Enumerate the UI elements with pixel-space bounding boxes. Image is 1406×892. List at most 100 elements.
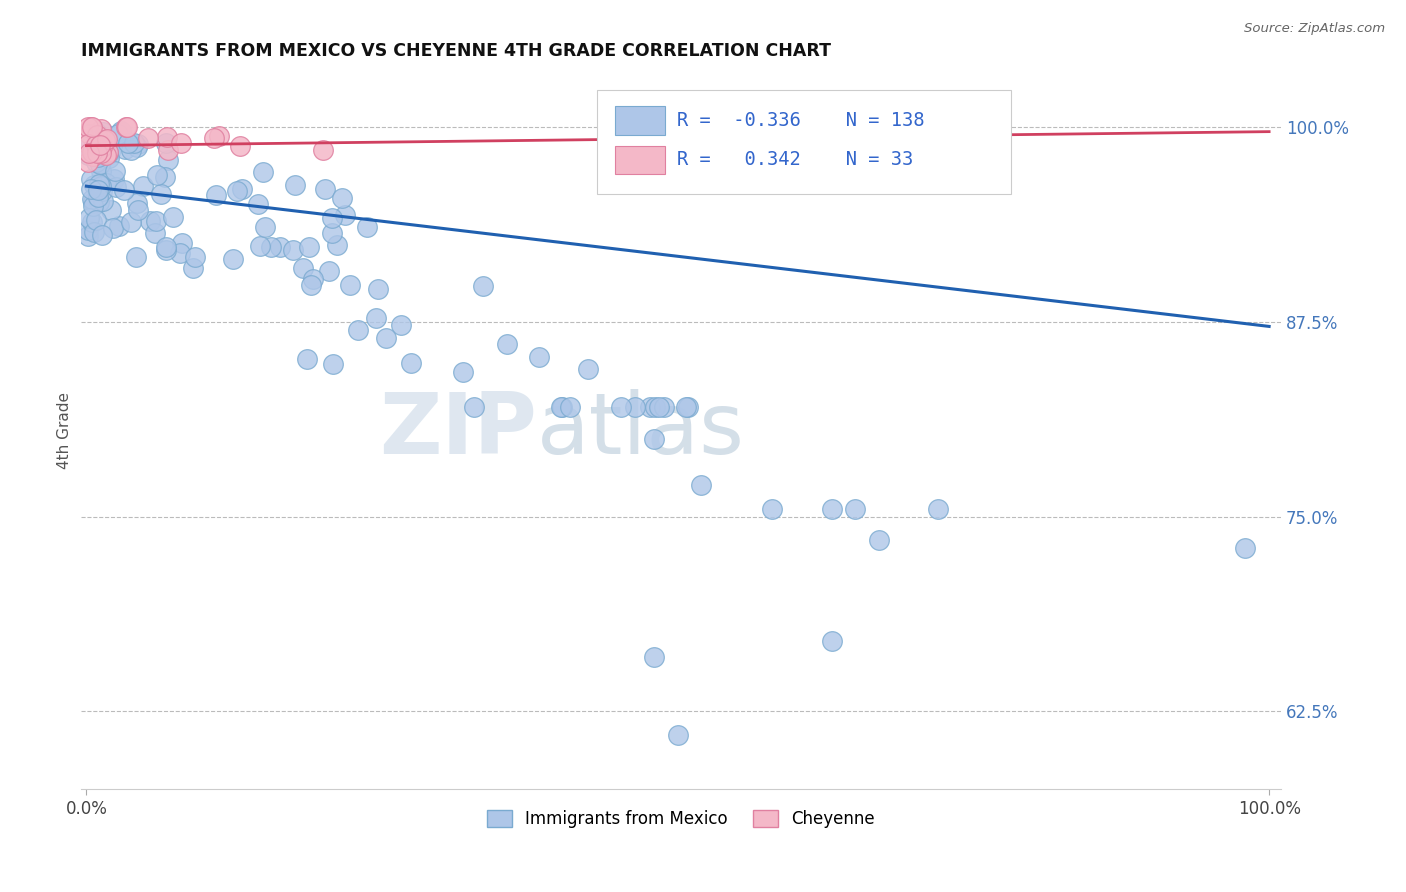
Point bbox=[112, 183, 135, 197]
Point bbox=[347, 322, 370, 336]
Point bbox=[117, 136, 139, 150]
Point bbox=[644, 401, 666, 415]
Point bbox=[87, 139, 110, 153]
Point bbox=[318, 264, 340, 278]
Point bbox=[225, 184, 247, 198]
Point bbox=[326, 237, 349, 252]
Point bbox=[80, 145, 103, 160]
Point bbox=[156, 153, 179, 167]
Point bbox=[98, 145, 121, 159]
Point bbox=[624, 401, 647, 415]
Point bbox=[184, 250, 207, 264]
Point bbox=[89, 195, 111, 210]
Text: IMMIGRANTS FROM MEXICO VS CHEYENNE 4TH GRADE CORRELATION CHART: IMMIGRANTS FROM MEXICO VS CHEYENNE 4TH G… bbox=[80, 42, 831, 60]
Point bbox=[82, 195, 104, 210]
Point bbox=[202, 131, 225, 145]
Point bbox=[558, 401, 581, 415]
Point bbox=[77, 128, 100, 142]
Point bbox=[125, 140, 148, 154]
Point bbox=[284, 178, 307, 193]
Point bbox=[80, 172, 103, 186]
Point bbox=[314, 182, 336, 196]
Point bbox=[80, 215, 103, 229]
Point bbox=[162, 210, 184, 224]
Point bbox=[89, 177, 111, 191]
Point bbox=[321, 226, 343, 240]
Point bbox=[77, 223, 100, 237]
Point bbox=[120, 215, 142, 229]
Text: Source: ZipAtlas.com: Source: ZipAtlas.com bbox=[1244, 22, 1385, 36]
Text: R =   0.342    N = 33: R = 0.342 N = 33 bbox=[678, 151, 914, 169]
Point bbox=[181, 260, 204, 275]
Point bbox=[89, 132, 111, 146]
Point bbox=[170, 235, 193, 250]
Point bbox=[77, 228, 100, 243]
Point bbox=[145, 213, 167, 227]
Point bbox=[676, 401, 699, 415]
Point bbox=[399, 356, 422, 370]
Point bbox=[367, 282, 389, 296]
Point bbox=[356, 220, 378, 235]
Point bbox=[231, 182, 253, 196]
Point bbox=[94, 176, 117, 190]
Point bbox=[1234, 541, 1257, 555]
Point bbox=[86, 126, 108, 140]
Point bbox=[125, 251, 148, 265]
Point bbox=[156, 143, 179, 157]
Point bbox=[97, 145, 120, 159]
Point bbox=[90, 178, 112, 193]
Point bbox=[87, 141, 110, 155]
Point bbox=[576, 362, 599, 376]
Point bbox=[155, 244, 177, 258]
Point bbox=[107, 219, 129, 233]
Point bbox=[247, 197, 270, 211]
Point bbox=[153, 170, 176, 185]
Point bbox=[96, 148, 118, 162]
Point bbox=[146, 169, 169, 183]
Point bbox=[94, 133, 117, 147]
Point bbox=[122, 136, 145, 150]
Point bbox=[170, 136, 193, 150]
Point bbox=[98, 151, 121, 165]
Point bbox=[609, 401, 631, 415]
Point bbox=[820, 634, 842, 648]
Point bbox=[84, 213, 107, 227]
Point bbox=[93, 194, 115, 208]
Point bbox=[143, 226, 166, 240]
Point bbox=[253, 220, 276, 235]
Text: R =  -0.336    N = 138: R = -0.336 N = 138 bbox=[678, 111, 925, 130]
Point bbox=[322, 357, 344, 371]
Point bbox=[527, 350, 550, 364]
Point bbox=[107, 127, 129, 141]
Point bbox=[82, 120, 104, 134]
Point bbox=[654, 401, 676, 415]
Point bbox=[89, 137, 111, 152]
Point bbox=[463, 401, 485, 415]
Point bbox=[222, 252, 245, 266]
Point bbox=[76, 148, 98, 162]
Point bbox=[132, 178, 155, 193]
Point bbox=[87, 190, 110, 204]
Point bbox=[139, 214, 162, 228]
Point bbox=[333, 208, 356, 222]
Point bbox=[84, 155, 107, 169]
Point bbox=[389, 318, 412, 332]
Point bbox=[115, 120, 138, 134]
Point bbox=[91, 184, 114, 198]
Point bbox=[100, 203, 122, 218]
Point bbox=[80, 192, 103, 206]
Point bbox=[79, 182, 101, 196]
Legend: Immigrants from Mexico, Cheyenne: Immigrants from Mexico, Cheyenne bbox=[479, 803, 882, 835]
Point bbox=[283, 243, 305, 257]
Point bbox=[79, 211, 101, 225]
Point bbox=[110, 124, 132, 138]
Point bbox=[83, 225, 105, 239]
Text: atlas: atlas bbox=[537, 389, 745, 473]
Point bbox=[648, 401, 671, 415]
Point bbox=[690, 478, 713, 492]
Point bbox=[375, 331, 398, 345]
Point bbox=[103, 221, 125, 235]
Text: ZIP: ZIP bbox=[380, 389, 537, 473]
Point bbox=[252, 165, 274, 179]
Point bbox=[643, 432, 665, 446]
